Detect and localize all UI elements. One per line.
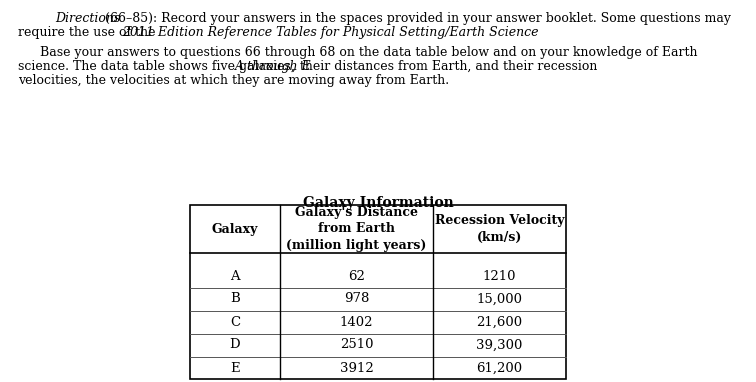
Text: .: .	[450, 26, 454, 39]
Text: 15,000: 15,000	[476, 293, 522, 306]
Text: 61,200: 61,200	[476, 361, 522, 374]
Text: A: A	[230, 269, 240, 283]
Text: Directions: Directions	[55, 12, 120, 25]
Text: B: B	[230, 293, 240, 306]
Text: 3912: 3912	[339, 361, 373, 374]
Text: 62: 62	[348, 269, 365, 283]
Text: velocities, the velocities at which they are moving away from Earth.: velocities, the velocities at which they…	[18, 74, 449, 87]
Text: (66–85): Record your answers in the spaces provided in your answer booklet. Some: (66–85): Record your answers in the spac…	[105, 12, 731, 25]
Text: 21,600: 21,600	[476, 316, 522, 329]
Text: Galaxy's Distance
from Earth
(million light years): Galaxy's Distance from Earth (million li…	[287, 206, 426, 252]
Text: 2510: 2510	[339, 338, 373, 351]
Text: 39,300: 39,300	[476, 338, 522, 351]
Text: Base your answers to questions 66 through 68 on the data table below and on your: Base your answers to questions 66 throug…	[40, 46, 698, 59]
Text: science. The data table shows five galaxies,: science. The data table shows five galax…	[18, 60, 299, 73]
Text: 978: 978	[344, 293, 369, 306]
Bar	[190, 205, 566, 379]
Text: 1210: 1210	[483, 269, 516, 283]
Text: Galaxy Information: Galaxy Information	[302, 196, 454, 210]
Text: require the use of the: require the use of the	[18, 26, 160, 39]
Text: Recession Velocity
(km/s): Recession Velocity (km/s)	[435, 214, 564, 244]
Text: 2011 Edition Reference Tables for Physical Setting/Earth Science: 2011 Edition Reference Tables for Physic…	[122, 26, 538, 39]
Text: , their distances from Earth, and their recession: , their distances from Earth, and their …	[292, 60, 597, 73]
Text: D: D	[230, 338, 240, 351]
Text: C: C	[230, 316, 240, 329]
Text: Galaxy: Galaxy	[212, 222, 259, 235]
Text: A through E: A through E	[235, 60, 311, 73]
Text: E: E	[230, 361, 240, 374]
Text: 1402: 1402	[339, 316, 373, 329]
